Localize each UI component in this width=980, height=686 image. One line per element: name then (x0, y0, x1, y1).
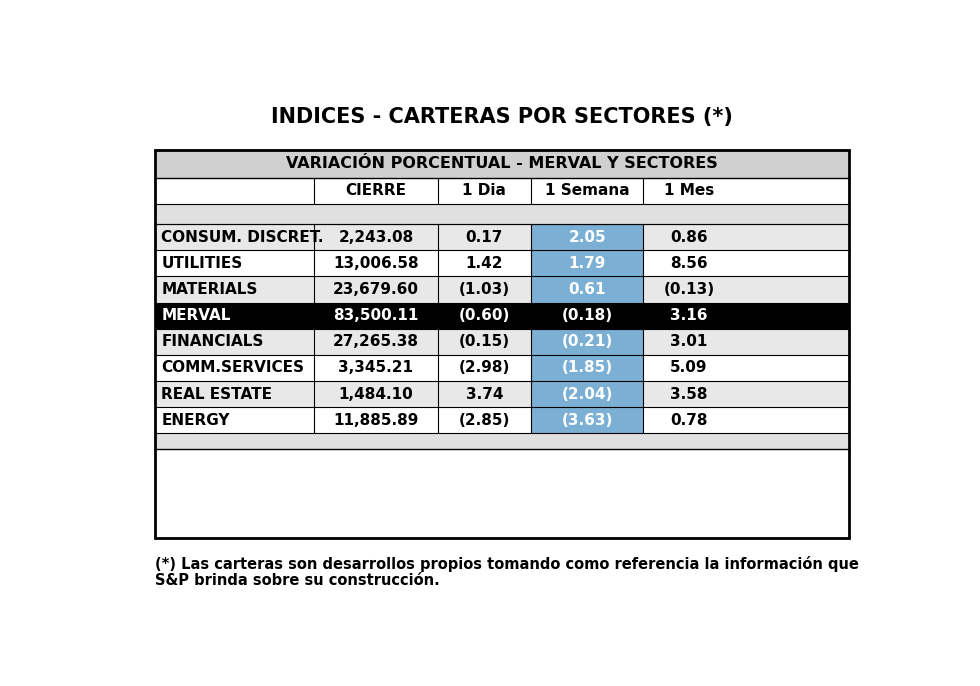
Bar (155, 407, 850, 434)
Bar (531, 224, 643, 250)
Text: 1 Mes: 1 Mes (663, 183, 714, 198)
Bar (155, 224, 850, 250)
Text: (0.13): (0.13) (663, 282, 714, 297)
Text: 2,243.08: 2,243.08 (338, 230, 414, 245)
Bar (155, 303, 850, 329)
Text: (3.63): (3.63) (562, 413, 612, 428)
Text: (2.04): (2.04) (562, 387, 612, 402)
Text: (0.15): (0.15) (459, 334, 510, 349)
Text: (0.21): (0.21) (562, 334, 612, 349)
Text: COMM.SERVICES: COMM.SERVICES (162, 360, 304, 375)
Bar (531, 329, 643, 355)
Bar (155, 178, 850, 204)
Bar (155, 150, 850, 178)
Text: MATERIALS: MATERIALS (162, 282, 258, 297)
Text: (1.03): (1.03) (459, 282, 510, 297)
Text: (*) Las carteras son desarrollos propios tomando como referencia la información : (*) Las carteras son desarrollos propios… (155, 556, 858, 572)
Text: (2.98): (2.98) (459, 360, 511, 375)
Text: VARIACIÓN PORCENTUAL - MERVAL Y SECTORES: VARIACIÓN PORCENTUAL - MERVAL Y SECTORES (286, 156, 718, 172)
Text: CIERRE: CIERRE (345, 183, 407, 198)
Text: 1.79: 1.79 (568, 256, 606, 271)
Text: (2.85): (2.85) (459, 413, 511, 428)
Text: FINANCIALS: FINANCIALS (162, 334, 264, 349)
Text: 1.42: 1.42 (466, 256, 503, 271)
Text: 0.17: 0.17 (466, 230, 503, 245)
Text: (0.18): (0.18) (562, 308, 612, 323)
Text: 2.05: 2.05 (568, 230, 606, 245)
Text: 3,345.21: 3,345.21 (338, 360, 414, 375)
Text: 83,500.11: 83,500.11 (333, 308, 418, 323)
Text: 23,679.60: 23,679.60 (333, 282, 418, 297)
Bar (531, 381, 643, 407)
Bar (155, 434, 850, 449)
Bar (155, 276, 850, 303)
Text: REAL ESTATE: REAL ESTATE (162, 387, 272, 402)
Bar (155, 204, 850, 224)
Text: ENERGY: ENERGY (162, 413, 229, 428)
Bar (531, 276, 643, 303)
Bar (531, 407, 643, 434)
Text: 0.86: 0.86 (670, 230, 708, 245)
Text: 1 Semana: 1 Semana (545, 183, 629, 198)
Bar (531, 355, 643, 381)
Text: 3.58: 3.58 (670, 387, 708, 402)
Text: (1.85): (1.85) (562, 360, 612, 375)
Bar (155, 355, 850, 381)
Bar (155, 329, 850, 355)
Text: 5.09: 5.09 (670, 360, 708, 375)
Text: 27,265.38: 27,265.38 (333, 334, 418, 349)
Bar (155, 250, 850, 276)
Text: UTILITIES: UTILITIES (162, 256, 242, 271)
Text: (0.60): (0.60) (459, 308, 511, 323)
Text: 0.78: 0.78 (670, 413, 708, 428)
Text: CONSUM. DISCRET.: CONSUM. DISCRET. (162, 230, 323, 245)
Text: 13,006.58: 13,006.58 (333, 256, 418, 271)
Text: INDICES - CARTERAS POR SECTORES (*): INDICES - CARTERAS POR SECTORES (*) (271, 107, 733, 127)
Text: 1 Dia: 1 Dia (463, 183, 507, 198)
Text: S&P brinda sobre su construcción.: S&P brinda sobre su construcción. (155, 573, 440, 588)
Text: 1,484.10: 1,484.10 (338, 387, 414, 402)
Text: 3.01: 3.01 (670, 334, 708, 349)
Text: 8.56: 8.56 (670, 256, 708, 271)
Text: 0.61: 0.61 (568, 282, 606, 297)
Text: 3.74: 3.74 (466, 387, 503, 402)
Bar (531, 250, 643, 276)
Text: 11,885.89: 11,885.89 (333, 413, 418, 428)
Text: 3.16: 3.16 (670, 308, 708, 323)
Bar (155, 150, 850, 538)
Text: MERVAL: MERVAL (162, 308, 230, 323)
Bar (155, 381, 850, 407)
